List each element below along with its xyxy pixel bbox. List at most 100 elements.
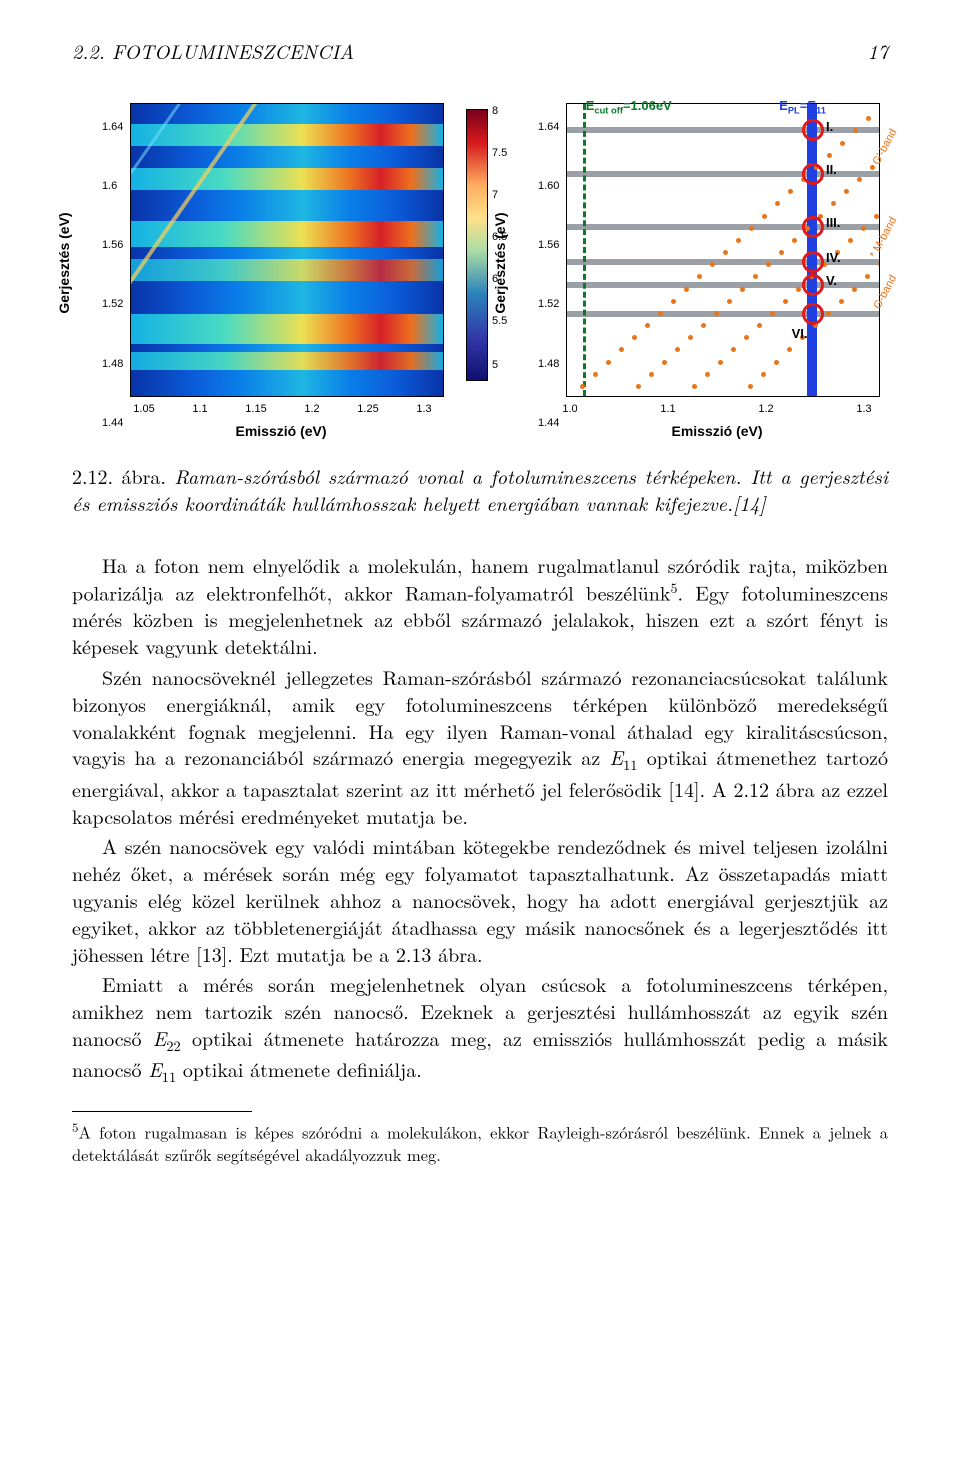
diag-dot bbox=[787, 347, 792, 352]
diag-dot bbox=[866, 116, 871, 121]
ytick: 1.52 bbox=[538, 298, 559, 310]
colorbar-tick: 7.5 bbox=[492, 147, 507, 159]
figure-left-heatmap: Gerjesztés (eV) 1.44 1.48 1.52 1.56 1.6 … bbox=[72, 93, 452, 433]
diag-dot bbox=[701, 323, 706, 328]
diag-dot bbox=[723, 250, 728, 255]
diag-dot bbox=[779, 250, 784, 255]
ytick: 1.48 bbox=[538, 358, 559, 370]
xtick: 1.25 bbox=[357, 403, 378, 415]
E11b-symbol: E bbox=[148, 1054, 162, 1083]
page: 2.2. FOTOLUMINESZCENCIA 17 Gerjesztés (e… bbox=[0, 0, 960, 1457]
marker-label: II. bbox=[826, 162, 837, 177]
diag-dot bbox=[675, 347, 680, 352]
diag-dot bbox=[744, 335, 749, 340]
plot-box-left bbox=[130, 103, 444, 397]
diag-dot bbox=[757, 323, 762, 328]
heatmap-band bbox=[131, 259, 443, 281]
diag-dot bbox=[649, 372, 654, 377]
diag-dot bbox=[796, 287, 801, 292]
marker-ring bbox=[802, 119, 824, 141]
diag-dot bbox=[632, 335, 637, 340]
diag-dot bbox=[710, 262, 715, 267]
figure-2-12: Gerjesztés (eV) 1.44 1.48 1.52 1.56 1.6 … bbox=[72, 93, 888, 433]
diag-dot bbox=[645, 323, 650, 328]
xtick: 1.1 bbox=[192, 403, 207, 415]
marker-label: V. bbox=[826, 273, 837, 288]
diag-dot bbox=[749, 226, 754, 231]
plot-box-right: Ecut off=1.06eV EPL=E11 bbox=[566, 103, 880, 397]
x-axis-label-left: Emisszió (eV) bbox=[235, 423, 326, 439]
marker-ring bbox=[802, 251, 824, 273]
diag-dot bbox=[748, 384, 753, 389]
diag-dot bbox=[636, 384, 641, 389]
diag-dot bbox=[580, 384, 585, 389]
E22-symbol: E bbox=[153, 1023, 167, 1052]
diag-dot bbox=[848, 238, 853, 243]
diag-dot bbox=[840, 141, 845, 146]
ytick: 1.56 bbox=[102, 239, 123, 251]
p3: A szén nanocsövek egy valódi mintában kö… bbox=[72, 831, 888, 967]
diag-dot bbox=[740, 287, 745, 292]
heatmap-band bbox=[131, 221, 443, 247]
marker-ring bbox=[802, 163, 824, 185]
footnote-rule bbox=[72, 1111, 252, 1112]
colorbar-tick: 8 bbox=[492, 105, 498, 117]
ytick: 1.44 bbox=[538, 417, 559, 429]
marker-label: III. bbox=[826, 215, 840, 230]
xtick: 1.0 bbox=[562, 403, 577, 415]
heatmap-band bbox=[131, 352, 443, 370]
marker-label: VI. bbox=[792, 326, 808, 341]
running-header: 2.2. FOTOLUMINESZCENCIA 17 bbox=[72, 36, 888, 65]
xtick: 1.2 bbox=[758, 403, 773, 415]
diag-dot bbox=[736, 238, 741, 243]
xtick: 1.3 bbox=[856, 403, 871, 415]
xtick: 1.15 bbox=[245, 403, 266, 415]
diag-dot bbox=[718, 360, 723, 365]
E11b-sub: 11 bbox=[162, 1067, 176, 1087]
diag-dot bbox=[783, 299, 788, 304]
ytick: 1.64 bbox=[538, 121, 559, 133]
ytick: 1.64 bbox=[102, 121, 123, 133]
diag-dot bbox=[692, 384, 697, 389]
heatmap-band bbox=[131, 124, 443, 146]
ytick: 1.6 bbox=[102, 180, 117, 192]
ytick: 1.48 bbox=[102, 358, 123, 370]
diag-dot bbox=[753, 274, 758, 279]
diag-dot bbox=[826, 311, 831, 316]
xtick: 1.1 bbox=[660, 403, 675, 415]
marker-label: I. bbox=[826, 119, 833, 134]
xtick: 1.3 bbox=[416, 403, 431, 415]
p4c: optikai átmenete definiálja. bbox=[176, 1054, 422, 1083]
colorbar-tick: 7 bbox=[492, 189, 498, 201]
footnote-5: 5A foton rugalmasan is képes szóródni a … bbox=[72, 1118, 888, 1165]
diag-dot bbox=[606, 360, 611, 365]
x-axis-label-right: Emisszió (eV) bbox=[671, 423, 762, 439]
diag-dot bbox=[874, 214, 879, 219]
paragraph-4: Emiatt a mérés során megjelenhetnek olya… bbox=[72, 971, 888, 1087]
diag-dot bbox=[788, 189, 793, 194]
diag-dot bbox=[865, 274, 870, 279]
diag-dot bbox=[697, 274, 702, 279]
diag-dot bbox=[774, 360, 779, 365]
diag-dot bbox=[593, 372, 598, 377]
diag-dot bbox=[662, 360, 667, 365]
xtick: 1.2 bbox=[304, 403, 319, 415]
diag-dot bbox=[762, 214, 767, 219]
section-label: 2.2. FOTOLUMINESZCENCIA bbox=[72, 36, 354, 65]
paragraph-2: Szén nanocsöveknél jellegzetes Raman-szó… bbox=[72, 664, 888, 829]
E22-sub: 22 bbox=[166, 1036, 180, 1056]
figure-caption: 2.12. ábra. Raman-szórásból származó von… bbox=[72, 463, 888, 516]
diag-dot bbox=[766, 262, 771, 267]
E11-symbol: E bbox=[610, 742, 624, 771]
diag-dot bbox=[671, 299, 676, 304]
marker-ring bbox=[802, 303, 824, 325]
diag-dot bbox=[878, 262, 879, 267]
diag-dot bbox=[844, 189, 849, 194]
diag-dot bbox=[727, 299, 732, 304]
ytick: 1.44 bbox=[102, 417, 123, 429]
diag-dot bbox=[857, 177, 862, 182]
diag-dot bbox=[705, 372, 710, 377]
diag-dot bbox=[761, 372, 766, 377]
diag-dot bbox=[731, 347, 736, 352]
colorbar-tick: 5 bbox=[492, 359, 498, 371]
